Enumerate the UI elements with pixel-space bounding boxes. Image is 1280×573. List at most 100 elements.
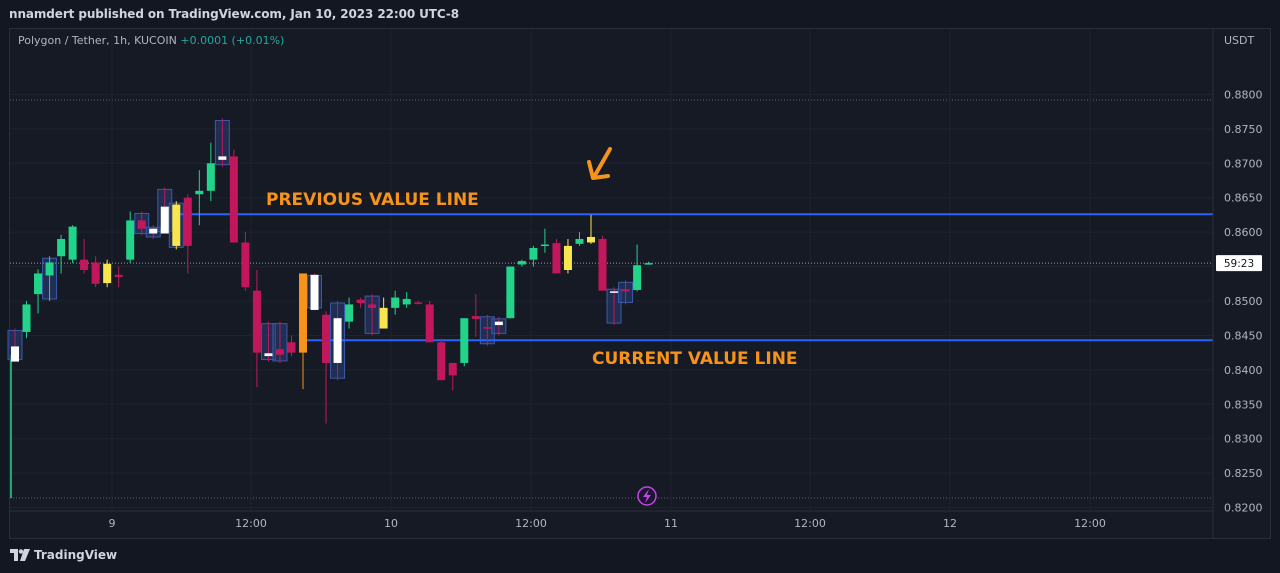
candle-body (540, 244, 549, 247)
candle-body (437, 342, 446, 381)
candle-body (137, 220, 146, 229)
time-tick-label: 10 (384, 517, 398, 530)
candle-body (610, 291, 619, 293)
candle-body (322, 314, 331, 363)
candle-body (218, 156, 227, 160)
countdown-label-bg (1216, 255, 1262, 272)
publish-text: nnamdert published on TradingView.com, J… (9, 7, 459, 21)
price-tick-label: 0.8800 (1224, 88, 1263, 101)
value-lines (10, 213, 1213, 342)
currency-label: USDT (1224, 34, 1255, 47)
candle-body (448, 362, 457, 376)
candle-body (264, 353, 273, 357)
candle-body (460, 318, 469, 363)
time-tick-label: 12:00 (235, 517, 267, 530)
candle-body (345, 304, 354, 322)
price-tick-label: 0.8600 (1224, 226, 1263, 239)
publish-bar: nnamdert published on TradingView.com, J… (0, 0, 1280, 28)
price-tick-label: 0.8200 (1224, 502, 1263, 515)
tradingview-logo-icon (10, 549, 30, 561)
candle-body (483, 327, 492, 329)
lightning-event-icon (637, 486, 657, 506)
price-tick-label: 0.8750 (1224, 123, 1263, 136)
arrow-head (587, 160, 610, 180)
tradingview-logo[interactable]: TradingView (10, 548, 117, 562)
price-tick-label: 0.8450 (1224, 329, 1263, 342)
time-tick-label: 12:00 (794, 517, 826, 530)
candle-body (183, 197, 192, 246)
candle-body (598, 239, 607, 291)
candle-body (368, 304, 377, 308)
previous-value-label: PREVIOUS VALUE LINE (266, 190, 479, 210)
price-tick-label: 0.8350 (1224, 398, 1263, 411)
candle-body (379, 307, 388, 329)
price-tick-label: 0.8500 (1224, 295, 1263, 308)
event-bolt (643, 489, 651, 503)
candle-body (402, 298, 411, 305)
candle-body (506, 266, 515, 319)
price-tick-label: 0.8400 (1224, 364, 1263, 377)
symbol-name: Polygon / Tether, 1h, KUCOIN (18, 34, 177, 47)
time-axis: 9 12:00 10 12:00 11 12:00 12 12:00 (10, 510, 1213, 530)
time-tick-label: 9 (109, 517, 116, 530)
candle-body (149, 228, 158, 234)
candle-body (241, 242, 250, 288)
time-tick-label: 11 (664, 517, 678, 530)
candle-body (91, 262, 100, 284)
candle-body (57, 239, 66, 257)
symbol-legend[interactable]: Polygon / Tether, 1h, KUCOIN +0.0001 (+0… (18, 34, 284, 47)
candle-body (160, 206, 169, 234)
candle-body (563, 245, 572, 270)
arrow-shaft (592, 147, 612, 179)
price-axis: 0.88000.87500.87000.86500.86000.85500.85… (1212, 29, 1263, 539)
candle-body (517, 261, 526, 265)
tradingview-logo-text: TradingView (34, 548, 118, 562)
price-tick-label: 0.8250 (1224, 467, 1263, 480)
price-chart[interactable]: 0.88000.87500.87000.86500.86000.85500.85… (0, 0, 1280, 541)
time-tick-label: 12 (943, 517, 957, 530)
candle-body (45, 262, 54, 276)
candles (11, 118, 653, 424)
candle-body (80, 259, 89, 270)
annotations: PREVIOUS VALUE LINE CURRENT VALUE LINE (266, 147, 798, 506)
time-tick-label: 12:00 (515, 517, 547, 530)
candle-body (229, 156, 238, 243)
candle-body (471, 316, 480, 319)
candle-body (11, 346, 19, 362)
candle-body (275, 349, 284, 355)
candle-body (621, 289, 630, 292)
candle-body (633, 265, 642, 290)
candle-body (68, 226, 77, 260)
candle-body (356, 299, 365, 304)
candle-body (22, 304, 31, 332)
price-tick-label: 0.8650 (1224, 192, 1263, 205)
candle-body (494, 321, 503, 326)
candle-body (34, 273, 43, 295)
candle-body (529, 247, 538, 260)
candle-body (310, 274, 319, 310)
candle-body (172, 204, 181, 246)
candle-body (114, 274, 123, 277)
chart-grid (10, 29, 1213, 511)
price-change: +0.0001 (+0.01%) (180, 34, 285, 47)
candle-body (333, 318, 342, 363)
candle-body (299, 273, 307, 353)
candle-body (425, 304, 434, 343)
candle-body (391, 297, 400, 308)
footer (0, 541, 1280, 573)
candle-body (575, 239, 584, 244)
candle-body (414, 302, 423, 304)
candle-body (126, 220, 135, 260)
countdown-label: 59:23 (1224, 258, 1254, 270)
price-tick-label: 0.8700 (1224, 157, 1263, 170)
candle-body (552, 243, 561, 274)
price-tick-label: 0.8300 (1224, 433, 1263, 446)
candle-body (287, 342, 296, 353)
annotation-arrow-icon (587, 147, 612, 180)
candle-body (103, 263, 112, 284)
candle-body (195, 190, 204, 195)
candle-body (252, 290, 261, 353)
candle-body (644, 263, 653, 265)
current-value-label: CURRENT VALUE LINE (592, 349, 798, 369)
candle-body (587, 236, 595, 243)
